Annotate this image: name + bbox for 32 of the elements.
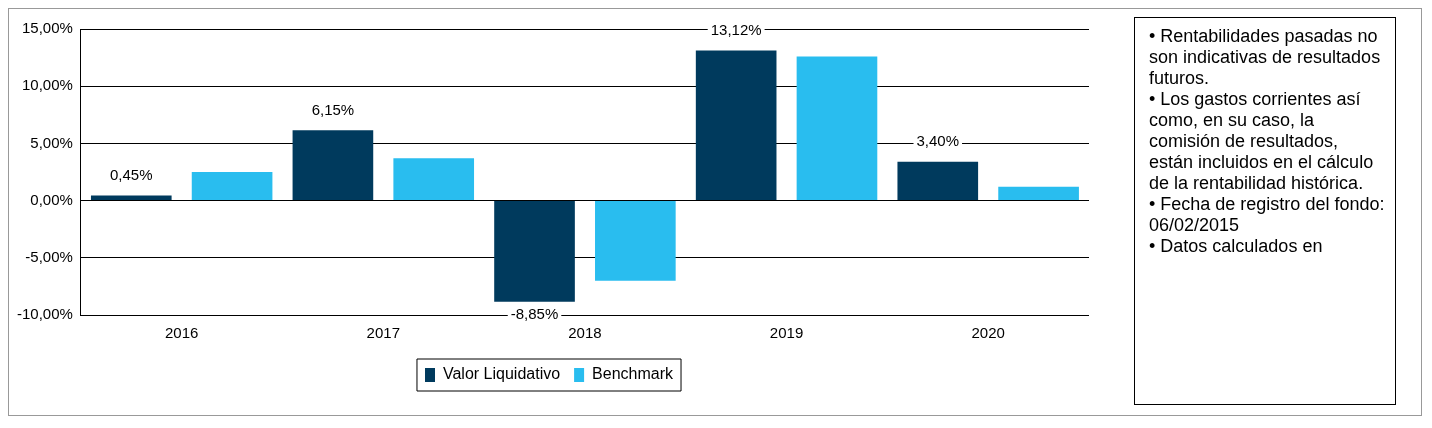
y-tick-label: -10,00% xyxy=(16,305,73,323)
bar xyxy=(494,201,575,302)
bar xyxy=(292,130,374,201)
bar xyxy=(90,195,172,201)
bar xyxy=(191,172,273,201)
bar xyxy=(796,56,878,201)
data-label: 0,45% xyxy=(110,166,153,184)
bar xyxy=(595,201,676,281)
y-tick-label: 5,00% xyxy=(30,133,73,151)
x-tick-label: 2019 xyxy=(769,324,804,342)
x-tick-label: 2020 xyxy=(971,324,1005,342)
bar xyxy=(897,161,979,201)
y-tick-label: 15,00% xyxy=(21,19,73,37)
text: • Datos calculados en xyxy=(1149,236,1324,257)
text: • Rentabilidades pasadas no son indicativas de resultados futuros. xyxy=(1149,26,1382,89)
data-label: 3,40% xyxy=(916,132,960,150)
legend-label: Valor Liquidativo xyxy=(442,365,561,383)
y-tick-label: 10,00% xyxy=(21,76,73,94)
y-tick-label: 0,00% xyxy=(30,190,73,208)
data-label: -8,85% xyxy=(510,305,559,323)
text: • Fecha de registro del fondo: 06/02/2015 xyxy=(1149,194,1385,236)
text: • Los gastos corrientes así como, en su caso, la comisión de resultados, están incluidos en el cálculo de la rentabilidad histórica. xyxy=(1149,89,1375,194)
bar xyxy=(695,50,777,201)
bar xyxy=(998,186,1079,201)
data-label: 13,12% xyxy=(710,21,762,39)
legend-label: Benchmark xyxy=(592,365,675,383)
x-tick-label: 2017 xyxy=(366,324,400,342)
bar xyxy=(393,158,475,201)
data-label: 6,15% xyxy=(311,100,355,118)
y-tick-label: -5,00% xyxy=(25,247,73,265)
x-tick-label: 2018 xyxy=(568,324,602,342)
x-tick-label: 2016 xyxy=(164,324,199,342)
